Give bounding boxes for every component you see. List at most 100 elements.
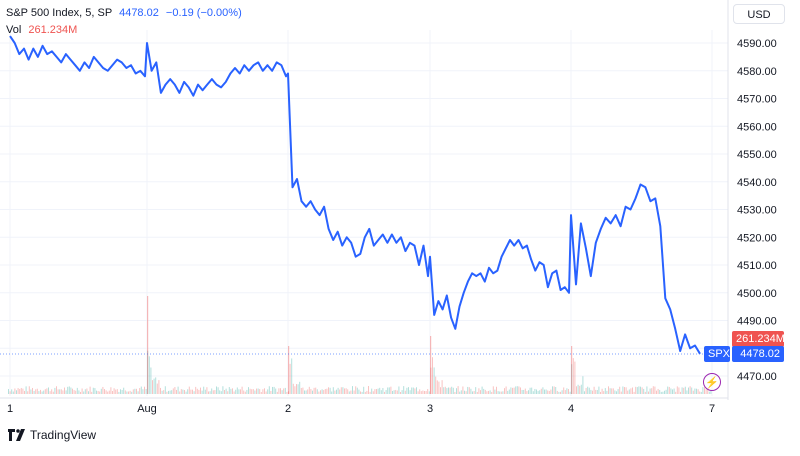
volume-bar [449,387,451,394]
volume-bar [576,386,577,394]
volume-bar [464,390,465,394]
volume-bar [638,386,640,394]
lightning-icon[interactable]: ⚡ [703,373,721,391]
volume-bar [523,389,525,394]
volume-bar [555,387,557,394]
volume-bar [262,389,264,394]
volume-bar [422,390,424,394]
volume-bar [670,388,672,394]
volume-bar [419,389,421,394]
volume-bar [201,390,203,394]
volume-bar [641,387,643,394]
volume-bar [24,390,25,394]
volume-bar [230,388,232,394]
volume-bar [667,386,669,394]
volume-bar [292,383,294,394]
volume-bar [235,389,237,394]
volume-label[interactable]: Vol [6,24,22,36]
volume-bar [190,389,192,394]
volume-bar [227,391,229,394]
volume-bar [172,388,174,394]
volume-bar [390,386,392,394]
volume-bar [128,391,129,394]
volume-bar [574,361,576,394]
volume-bar [121,389,123,394]
volume-bar [323,390,325,394]
volume-bar [320,390,321,394]
volume-spike [430,336,432,394]
volume-bar [112,391,113,394]
volume-bar [339,389,341,394]
volume-bar [228,387,230,394]
volume-bar [136,388,137,394]
volume-bar [280,388,281,394]
volume-bar [44,389,46,394]
volume-bar [691,387,693,394]
volume-bar [678,387,680,394]
volume-bar [155,377,157,394]
volume-bar [278,388,280,394]
volume-bar [96,390,97,394]
volume-bar [515,386,517,394]
volume-bar [545,389,547,394]
volume-bar [592,390,593,394]
volume-bar [19,389,21,394]
volume-bar [350,390,352,394]
volume-bar [656,390,657,394]
volume-spike [571,346,573,394]
volume-bar [267,389,269,394]
volume-bar [214,390,216,394]
volume-bar [318,391,320,394]
volume-bar [72,388,73,394]
symbol-price-flag: SPX [704,346,730,362]
volume-bar [97,390,99,394]
volume-bar [244,391,246,394]
volume-bar [622,386,624,394]
volume-bar [153,378,155,394]
volume-bar [425,390,427,394]
volume-bar [582,376,584,394]
volume-bar [585,387,587,394]
volume-bar [683,387,685,394]
volume-bar [200,387,201,394]
volume-bar [182,389,184,394]
volume-bar [180,389,182,394]
volume-bar [102,386,104,394]
volume-bar [452,387,454,394]
volume-bar [99,391,101,394]
y-tick-label: 4530.00 [737,205,777,217]
volume-bar [296,384,297,394]
volume-bar [81,388,83,394]
volume-bar [70,387,72,394]
volume-bar [160,387,161,394]
volume-bar [376,389,377,394]
volume-bar [336,389,337,394]
volume-bar [659,389,661,394]
volume-bar [676,386,678,394]
volume-bar [164,386,166,394]
y-tick-label: 4570.00 [737,94,777,106]
volume-bar [411,387,413,394]
volume-bar [531,387,533,394]
volume-bar [518,386,520,394]
symbol-title[interactable]: S&P 500 Index, 5, SP [6,7,113,19]
volume-bar [696,388,697,394]
volume-bar [120,389,121,394]
volume-bar [169,390,171,394]
volume-bar [123,387,125,394]
volume-bar [88,391,89,394]
footer-brand[interactable]: TradingView [8,428,96,442]
volume-bar [62,390,64,394]
volume-bar [441,380,443,394]
volume-bar [561,390,563,394]
volume-bar [286,391,288,394]
y-tick-label: 4470.00 [737,371,777,383]
volume-value: 261.234M [28,24,78,36]
y-tick-label: 4590.00 [737,38,777,50]
volume-bar [212,390,214,394]
volume-bar [505,386,507,394]
currency-button[interactable]: USD [733,4,785,24]
volume-bar [673,388,675,394]
